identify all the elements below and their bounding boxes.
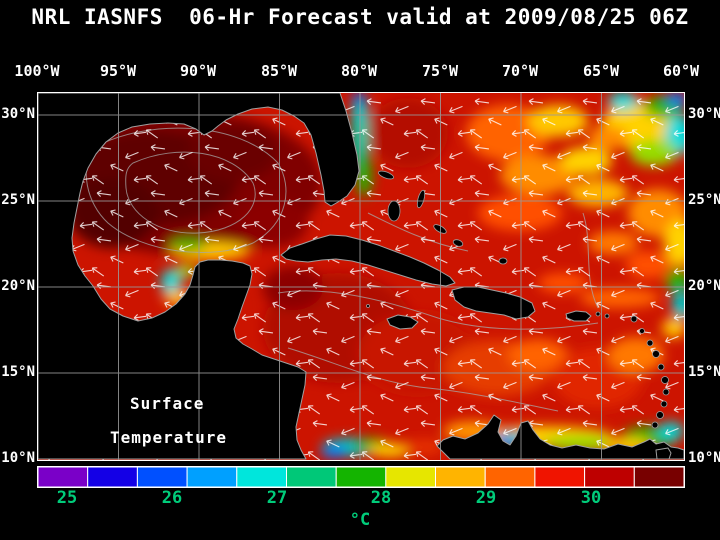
colorbar-cell [136,467,188,487]
lat-label: 25°N [688,192,720,208]
lon-label: 60°W [662,62,700,80]
lon-label: 95°W [99,62,137,80]
annotation-line2: Temperature [110,428,227,447]
colorbar-cell [584,467,635,487]
lat-label: 30°N [1,106,35,122]
colorbar-cell [435,467,486,487]
lon-label: 80°W [340,62,378,80]
land-trinidad [655,447,672,460]
land-lesser-antilles [366,304,670,429]
colorbar-tick: 27 [266,488,288,508]
lat-label: 15°N [688,364,720,380]
lat-label: 25°N [1,192,35,208]
colorbar [37,466,685,488]
lon-label: 100°W [14,62,60,80]
lat-label: 30°N [688,106,720,122]
annotation-line1: Surface [130,394,204,413]
colorbar-cell [633,467,684,487]
lon-label: 65°W [582,62,620,80]
land-bahamas [378,170,508,265]
colorbar-tick: 28 [370,488,392,508]
land-jamaica [386,314,419,330]
lat-label: 20°N [1,278,35,294]
colorbar-cell [484,467,536,487]
lat-label: 20°N [688,278,720,294]
colorbar-cell [236,467,288,487]
colorbar-tick: 30 [580,488,602,508]
colorbar-cell [38,467,89,487]
colorbar-tick: 29 [475,488,497,508]
lat-label: 10°N [688,450,720,466]
colorbar-tick: 25 [56,488,78,508]
lon-label: 75°W [421,62,459,80]
grid-lines [38,93,684,460]
lon-label: 85°W [260,62,298,80]
colorbar-cell [186,467,238,487]
land-cuba [280,234,456,287]
lat-label: 10°N [1,450,35,466]
lon-label: 90°W [179,62,217,80]
sst-map: Surface Temperature [38,93,684,460]
lat-label: 15°N [1,364,35,380]
land-south-america [436,414,684,460]
colorbar-unit: °C [349,510,371,530]
colorbar-cell [335,467,387,487]
lon-label: 70°W [501,62,539,80]
land-puerto-rico [565,310,592,322]
land-hispaniola [451,286,536,320]
colorbar-cell [286,467,337,487]
colorbar-cell [385,467,436,487]
annotation-surface-temperature: Surface Temperature [110,394,227,447]
colorbar-cell [534,467,586,487]
colorbar-tick: 26 [161,488,183,508]
plot-title: NRL IASNFS 06-Hr Forecast valid at 2009/… [31,5,689,29]
map-panel: Surface Temperature [37,92,685,461]
colorbar-cell [87,467,138,487]
